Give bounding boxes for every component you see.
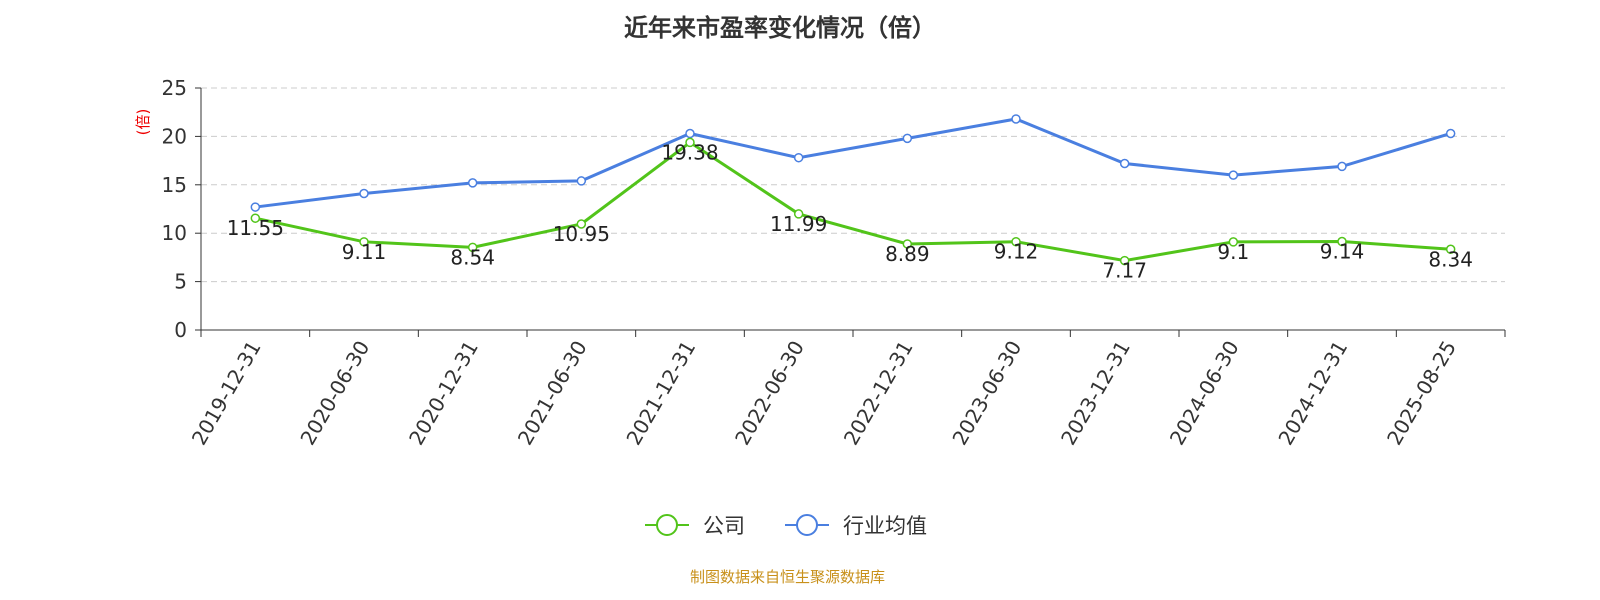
- y-tick-label: 15: [162, 173, 187, 197]
- x-tick-label: 2021-12-31: [621, 337, 700, 450]
- data-point: [1228, 170, 1239, 180]
- series-line-industry: [255, 117, 1452, 209]
- x-tick-label: 2023-12-31: [1056, 337, 1135, 450]
- data-point: [1011, 114, 1021, 124]
- data-label: 8.89: [885, 242, 930, 266]
- legend-label: 公司: [703, 514, 745, 538]
- data-point: [250, 202, 261, 212]
- data-point: [1445, 244, 1456, 255]
- data-point: [793, 209, 804, 219]
- data-label: 8.34: [1428, 247, 1473, 271]
- x-tick-label: 2024-06-30: [1165, 337, 1244, 450]
- source-note: 制图数据来自恒生聚源数据库: [689, 568, 885, 586]
- y-tick-label: 0: [174, 318, 187, 342]
- data-point: [250, 213, 261, 223]
- data-point: [793, 152, 804, 163]
- data-point: [359, 237, 369, 247]
- data-label: 9.1: [1217, 240, 1249, 264]
- series-line-company: [255, 140, 1451, 263]
- data-label: 9.14: [1320, 240, 1365, 264]
- x-tick-label: 2021-06-30: [513, 337, 592, 450]
- data-point: [1119, 158, 1130, 169]
- data-point: [902, 133, 913, 144]
- y-tick-label: 5: [174, 270, 187, 294]
- data-point: [467, 178, 478, 188]
- data-point: [1119, 255, 1130, 266]
- data-point: [1337, 236, 1347, 247]
- data-point: [467, 242, 478, 253]
- x-tick-label: 2024-12-31: [1273, 337, 1352, 450]
- legend-marker-icon: [656, 514, 678, 536]
- x-tick-label: 2022-06-30: [730, 337, 809, 450]
- data-point: [685, 128, 695, 139]
- data-point: [359, 188, 369, 199]
- x-tick-label: 2019-12-31: [187, 337, 266, 450]
- x-tick-label: 2023-06-30: [947, 337, 1026, 450]
- legend-marker-icon: [796, 514, 818, 536]
- y-tick-label: 25: [162, 76, 187, 100]
- x-tick-label: 2025-08-25: [1382, 337, 1461, 450]
- data-point: [1228, 237, 1239, 247]
- y-tick-label: 20: [162, 124, 187, 148]
- data-label: 9.12: [994, 240, 1039, 264]
- data-label: 11.55: [227, 216, 284, 240]
- x-tick-label: 2020-12-31: [404, 336, 483, 449]
- data-point: [1445, 128, 1456, 139]
- data-label: 7.17: [1102, 259, 1147, 283]
- data-point: [1337, 161, 1347, 172]
- data-point: [1011, 236, 1021, 247]
- data-point: [576, 219, 587, 229]
- x-tick-label: 2020-06-30: [295, 337, 374, 450]
- legend-label: 行业均值: [843, 514, 927, 538]
- data-label: 19.38: [661, 140, 718, 164]
- data-point: [685, 137, 695, 148]
- y-axis-label: (倍): [134, 109, 152, 136]
- x-tick-label: 2022-12-31: [839, 336, 918, 449]
- chart-title: 近年来市盈率变化情况（倍）: [624, 14, 936, 42]
- data-label: 11.99: [770, 212, 827, 236]
- data-label: 8.54: [450, 245, 495, 269]
- y-tick-label: 10: [162, 221, 187, 245]
- data-point: [576, 176, 587, 186]
- data-point: [902, 239, 913, 249]
- data-label: 10.95: [553, 222, 610, 246]
- data-label: 9.11: [342, 240, 387, 264]
